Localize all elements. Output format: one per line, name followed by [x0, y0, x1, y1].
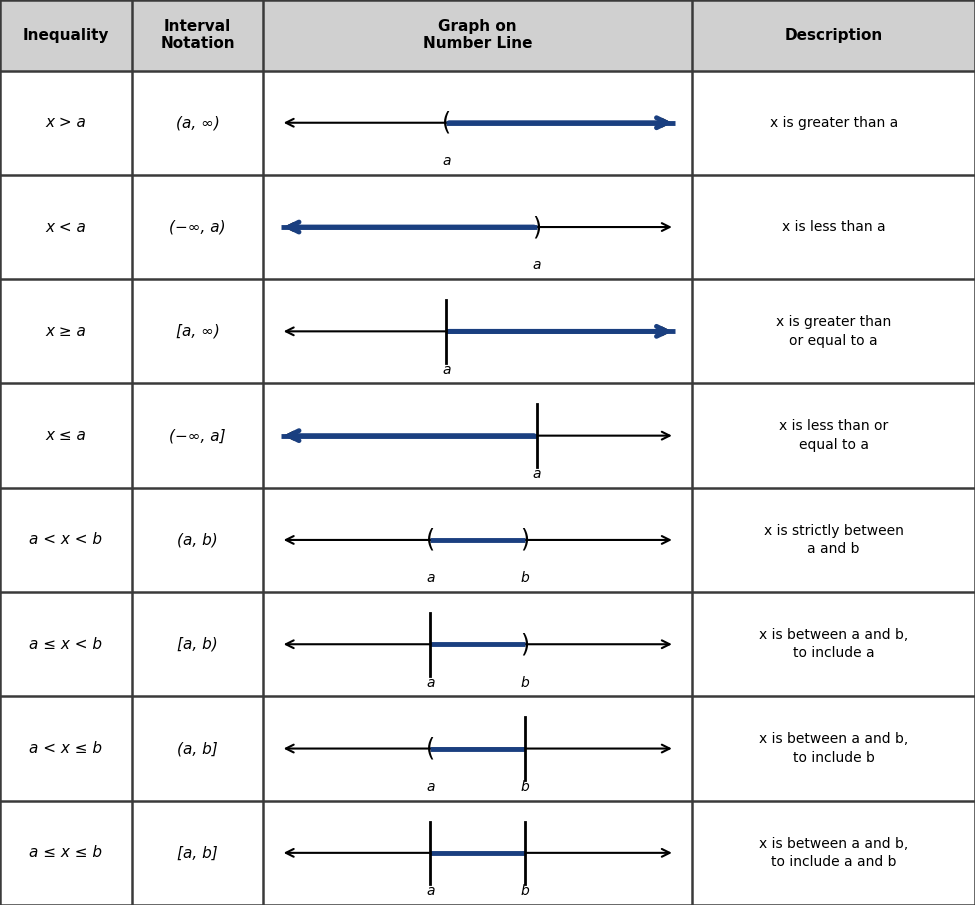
Text: a: a	[426, 675, 435, 690]
Text: x is greater than
or equal to a: x is greater than or equal to a	[776, 315, 891, 348]
Text: a: a	[532, 467, 541, 481]
Text: (: (	[442, 110, 450, 135]
Text: b: b	[521, 780, 529, 794]
Text: a: a	[426, 571, 435, 586]
Text: [a, b): [a, b)	[177, 637, 217, 652]
Text: (: (	[426, 528, 435, 552]
Text: (a, b]: (a, b]	[177, 741, 217, 756]
Text: b: b	[521, 884, 529, 898]
Bar	[0, 384, 975, 488]
Text: (a, ∞): (a, ∞)	[176, 115, 219, 130]
Bar	[0, 0, 975, 71]
Text: (−∞, a]: (−∞, a]	[169, 428, 226, 443]
Bar	[0, 175, 975, 279]
Text: x is between a and b,
to include a and b: x is between a and b, to include a and b	[759, 836, 909, 869]
Text: Description: Description	[785, 28, 882, 43]
Text: x is strictly between
a and b: x is strictly between a and b	[763, 524, 904, 557]
Text: x is less than or
equal to a: x is less than or equal to a	[779, 419, 888, 452]
Bar	[0, 279, 975, 384]
Text: a ≤ x ≤ b: a ≤ x ≤ b	[29, 845, 102, 861]
Text: a: a	[426, 884, 435, 898]
Text: a < x < b: a < x < b	[29, 532, 102, 548]
Text: x is between a and b,
to include b: x is between a and b, to include b	[759, 732, 909, 765]
Text: b: b	[521, 675, 529, 690]
Text: Interval
Notation: Interval Notation	[160, 19, 235, 52]
Text: Graph on
Number Line: Graph on Number Line	[423, 19, 532, 52]
Text: x is between a and b,
to include a: x is between a and b, to include a	[759, 628, 909, 661]
Bar	[0, 697, 975, 801]
Text: a: a	[532, 258, 541, 272]
Text: x < a: x < a	[46, 220, 86, 234]
Text: (−∞, a): (−∞, a)	[169, 220, 226, 234]
Text: [a, b]: [a, b]	[177, 845, 217, 861]
Text: ): )	[521, 528, 529, 552]
Text: a: a	[442, 154, 450, 168]
Text: x ≥ a: x ≥ a	[46, 324, 86, 338]
Text: x is greater than a: x is greater than a	[769, 116, 898, 129]
Text: ): )	[532, 215, 541, 239]
Bar	[0, 801, 975, 905]
Text: a: a	[442, 363, 450, 376]
Text: [a, ∞): [a, ∞)	[176, 324, 219, 338]
Text: x ≤ a: x ≤ a	[46, 428, 86, 443]
Text: (a, b): (a, b)	[177, 532, 217, 548]
Bar	[0, 71, 975, 175]
Text: a < x ≤ b: a < x ≤ b	[29, 741, 102, 756]
Bar	[0, 592, 975, 697]
Text: ): )	[521, 633, 529, 656]
Text: b: b	[521, 571, 529, 586]
Text: x is less than a: x is less than a	[782, 220, 885, 234]
Text: a: a	[426, 780, 435, 794]
Bar	[0, 488, 975, 592]
Text: Inequality: Inequality	[22, 28, 109, 43]
Text: a ≤ x < b: a ≤ x < b	[29, 637, 102, 652]
Text: (: (	[426, 737, 435, 760]
Text: x > a: x > a	[46, 115, 86, 130]
